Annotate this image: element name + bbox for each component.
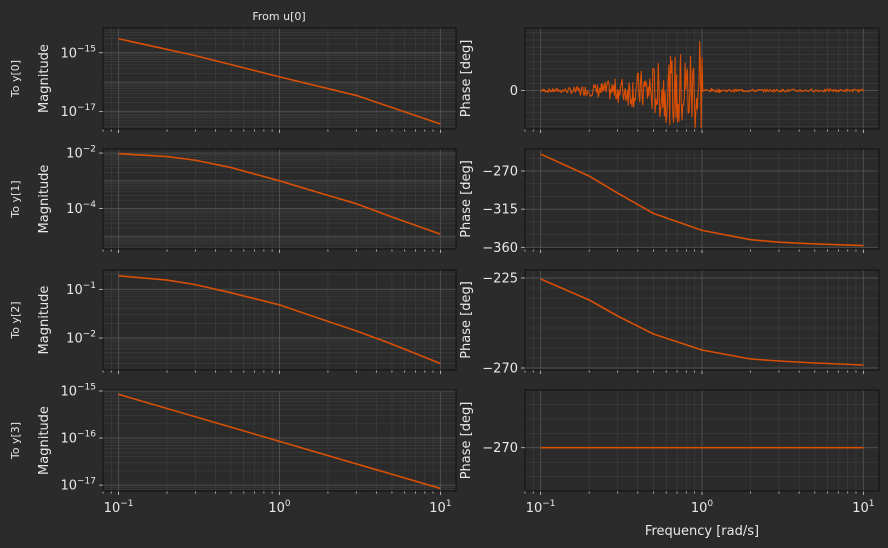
series-line [540, 41, 864, 129]
axes-frame [524, 389, 880, 492]
axes-frame [524, 148, 880, 250]
y-axis-label: Magnitude [37, 44, 52, 113]
axes-frame [102, 389, 457, 492]
y-tick-label: −315 [482, 203, 518, 218]
column-title: From u[0] [252, 10, 305, 23]
series-line [118, 275, 441, 365]
series-line [540, 153, 864, 247]
axes-frame [102, 269, 457, 371]
row-label: To y[0] [9, 60, 22, 98]
subplot-ph2: −225 −270 Phase [deg] [459, 269, 880, 377]
y-axis-label: Magnitude [37, 286, 52, 355]
axes-frame [524, 269, 880, 371]
subplot-ph1: −270 −315 −360 Phase [deg] [459, 148, 880, 256]
series-line [118, 152, 441, 235]
axes-frame [102, 27, 457, 130]
subplot-ph0: 0 Phase [deg] [459, 27, 880, 133]
y-tick-label: 0 [510, 84, 518, 99]
y-tick-label: −270 [482, 441, 518, 456]
y-tick-label: −270 [482, 362, 518, 377]
series-line [540, 278, 864, 366]
y-axis-label: Phase [deg] [459, 160, 474, 238]
y-axis-label: Phase [deg] [459, 281, 474, 359]
series-line [118, 393, 441, 490]
axes-frame [102, 148, 457, 250]
axes-frame [524, 27, 880, 130]
y-axis-label: Phase [deg] [459, 402, 474, 480]
row-label: To y[1] [9, 180, 22, 218]
x-axis-label: Frequency [rad/s] [645, 524, 759, 539]
y-tick-label: −225 [482, 272, 518, 287]
y-tick-label: −270 [482, 165, 518, 180]
y-axis-label: Magnitude [37, 165, 52, 234]
y-axis-label: Magnitude [37, 406, 52, 475]
row-label: To y[3] [9, 422, 22, 460]
series-line [118, 37, 441, 125]
row-label: To y[2] [9, 301, 22, 339]
y-axis-label: Phase [deg] [459, 40, 474, 118]
y-tick-label: −360 [482, 241, 518, 256]
